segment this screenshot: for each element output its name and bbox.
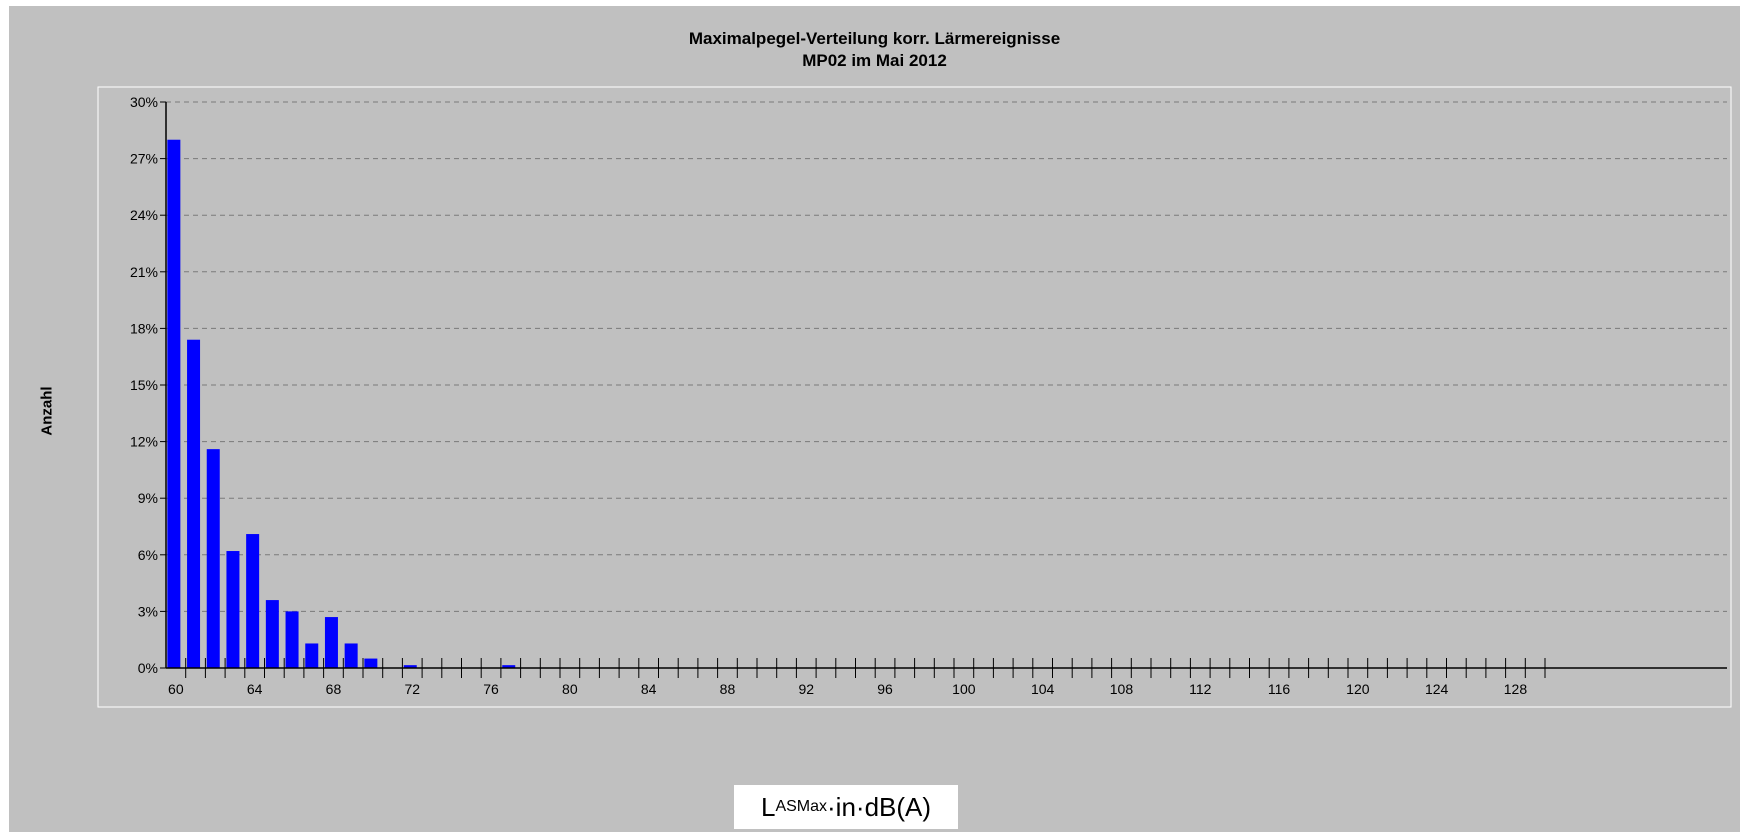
- bar-70: [364, 658, 378, 668]
- plot-border: [97, 86, 1732, 708]
- x-axis-label: L ASMax ·in·dB(A): [734, 785, 958, 829]
- x-tick-label: 76: [483, 681, 499, 697]
- x-tick-label: 96: [877, 681, 893, 697]
- x-axis-label-main: L: [760, 791, 776, 822]
- x-tick-label: 80: [562, 681, 578, 697]
- bar-63: [226, 551, 240, 668]
- bar-72: [403, 665, 417, 668]
- y-tick-label: 0%: [138, 660, 158, 676]
- y-tick-label: 18%: [130, 320, 158, 336]
- x-tick-label: 100: [952, 681, 976, 697]
- x-axis-label-sub: ASMax: [775, 798, 828, 815]
- x-tick-label: 92: [798, 681, 814, 697]
- x-tick-label: 108: [1110, 681, 1134, 697]
- bar-77: [502, 665, 516, 668]
- bar-65: [265, 600, 279, 668]
- x-tick-label: 68: [326, 681, 342, 697]
- x-tick-label: 64: [247, 681, 263, 697]
- title-line-1: Maximalpegel-Verteilung korr. Lärmereign…: [688, 29, 1061, 48]
- y-tick-label: 3%: [138, 603, 158, 619]
- y-tick-label: 9%: [138, 490, 158, 506]
- y-tick-label: 15%: [130, 377, 158, 393]
- x-tick-label: 124: [1425, 681, 1449, 697]
- y-tick-label: 30%: [130, 94, 158, 110]
- bar-67: [305, 643, 319, 668]
- x-tick-label: 116: [1268, 681, 1291, 697]
- x-tick-label: 104: [1031, 681, 1055, 697]
- y-tick-label: 12%: [130, 434, 158, 450]
- x-tick-label: 60: [168, 681, 184, 697]
- bar-60: [167, 139, 181, 668]
- x-tick-label: 88: [720, 681, 736, 697]
- bar-64: [246, 534, 260, 668]
- x-tick-label: 112: [1189, 681, 1212, 697]
- x-tick-label: 72: [404, 681, 420, 697]
- chart-frame: Maximalpegel-Verteilung korr. Lärmereign…: [9, 6, 1740, 832]
- y-tick-label: 21%: [130, 264, 158, 280]
- x-tick-label: 120: [1346, 681, 1370, 697]
- title-line-2: MP02 im Mai 2012: [802, 51, 947, 70]
- y-tick-label: 27%: [130, 151, 158, 167]
- x-tick-label: 84: [641, 681, 657, 697]
- x-tick-label: 128: [1504, 681, 1528, 697]
- bar-66: [285, 611, 299, 668]
- y-tick-label: 24%: [130, 207, 158, 223]
- bar-62: [206, 449, 220, 668]
- bar-69: [344, 643, 358, 668]
- y-tick-label: 6%: [138, 547, 158, 563]
- bar-68: [324, 617, 338, 668]
- chart-title: Maximalpegel-Verteilung korr. Lärmereign…: [9, 28, 1740, 72]
- x-axis-label-rest: ·in·dB(A): [827, 791, 932, 822]
- bar-61: [187, 339, 201, 668]
